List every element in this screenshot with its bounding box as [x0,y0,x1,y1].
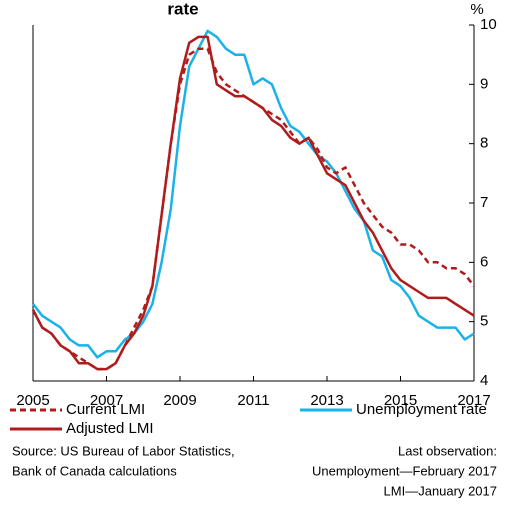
legend-label: Unemployment rate [356,401,487,418]
x-tick-label: 2005 [16,392,49,409]
y-tick-label: 4 [480,372,488,389]
y-tick-label: 6 [480,253,488,270]
observation-note: Unemployment—February 2017 [312,463,497,478]
x-tick-label: 2015 [384,392,417,409]
legend-label: Adjusted LMI [66,420,154,437]
y-tick-label: 5 [480,313,488,330]
observation-note: LMI—January 2017 [384,483,497,498]
x-tick-label: 2007 [90,392,123,409]
y-unit: % [470,1,483,18]
series-line [31,47,475,371]
y-tick-label: 8 [480,135,488,152]
series-line [31,35,475,371]
x-tick-label: 2017 [457,392,490,409]
source-note: Source: US Bureau of Labor Statistics, [12,443,235,458]
x-tick-label: 2011 [237,392,269,409]
x-tick-label: 2009 [163,392,196,409]
y-tick-label: 10 [480,16,497,33]
y-tick-label: 7 [480,194,488,211]
x-tick-label: 2013 [310,392,343,409]
source-note: Bank of Canada calculations [12,463,177,478]
series-line [32,29,475,359]
chart-title: rate [167,0,198,18]
observation-note: Last observation: [398,443,497,458]
y-tick-label: 9 [480,75,488,92]
legend-label: Current LMI [66,401,145,418]
